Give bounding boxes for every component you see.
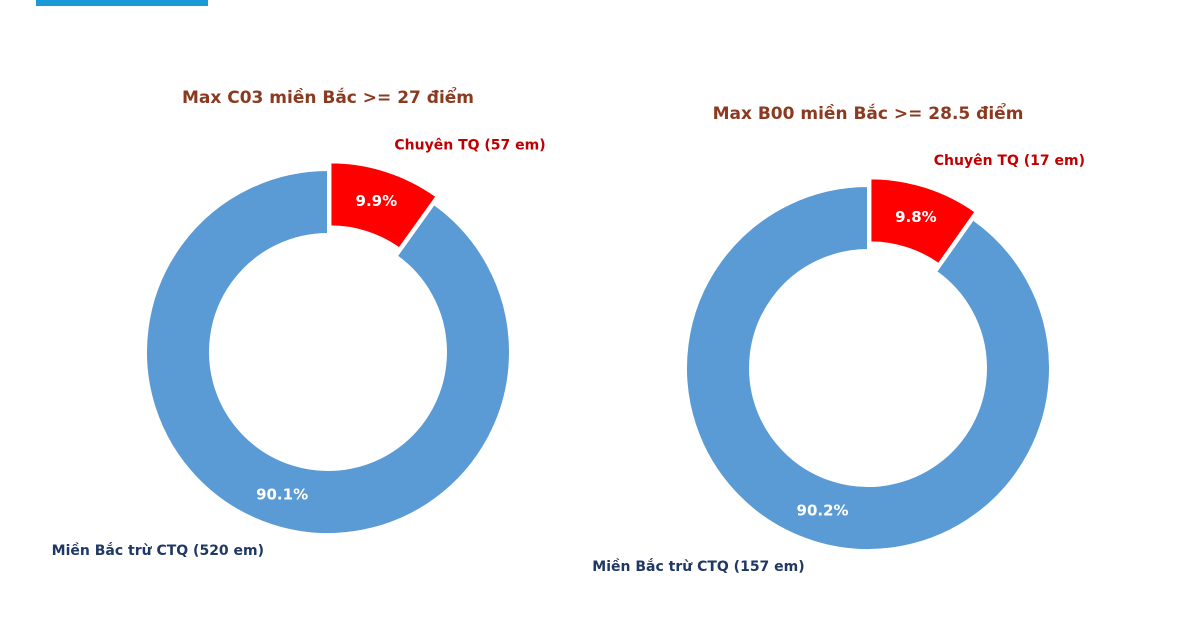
donut-slice xyxy=(869,177,977,266)
category-label: Chuyên TQ (17 em) xyxy=(934,153,1085,169)
percent-label: 9.9% xyxy=(356,192,398,210)
category-label: Chuyên TQ (57 em) xyxy=(394,137,545,153)
category-label: Miền Bắc trừ CTQ (520 em) xyxy=(52,542,264,559)
percent-label: 90.1% xyxy=(256,485,308,503)
chart-title: Max C03 miền Bắc >= 27 điểm xyxy=(182,86,474,108)
percent-label: 9.8% xyxy=(895,208,937,226)
donut-slice xyxy=(145,168,511,535)
donut-slice xyxy=(685,184,1051,551)
donut-slice xyxy=(329,161,438,250)
chart-title: Max B00 miền Bắc >= 28.5 điểm xyxy=(713,102,1024,124)
logo-strip xyxy=(36,0,208,6)
percent-label: 90.2% xyxy=(797,501,849,519)
category-label: Miền Bắc trừ CTQ (157 em) xyxy=(592,558,804,575)
